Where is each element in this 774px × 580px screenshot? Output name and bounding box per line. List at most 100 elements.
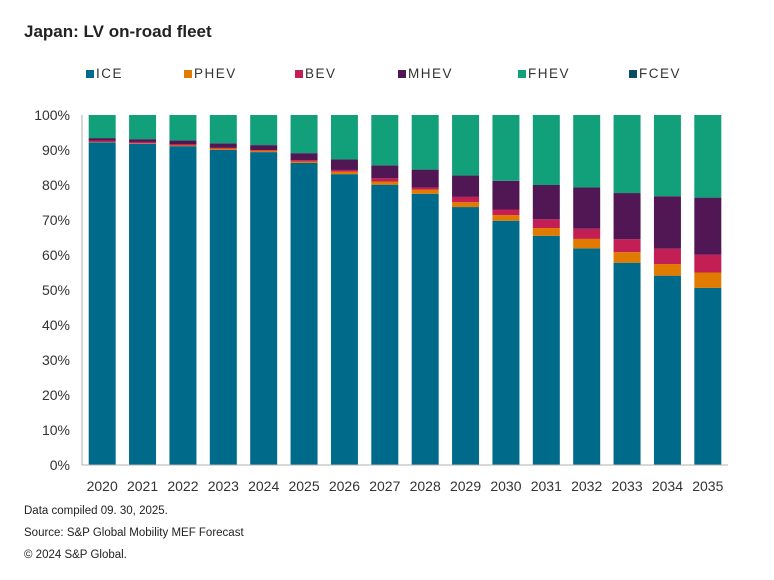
legend-item-fcev: FCEV: [629, 66, 681, 81]
bar-segment-ice-2026: [330, 174, 358, 465]
y-tick-label: 70%: [42, 212, 70, 228]
footer-compiled: Data compiled 09. 30, 2025.: [24, 505, 168, 517]
legend-label-fcev: FCEV: [639, 66, 682, 81]
bar-segment-mhev-2032: [573, 187, 601, 229]
legend-swatch-mhev: [398, 69, 406, 78]
y-tick-label: 10%: [42, 422, 70, 438]
bar-segment-phev-2034: [653, 264, 681, 276]
x-tick-label: 2023: [208, 478, 239, 494]
bar-segment-bev-2029: [452, 196, 480, 203]
bar-segment-ice-2028: [411, 193, 439, 465]
bar-segment-mhev-2034: [653, 196, 681, 249]
bar-segment-ice-2025: [290, 162, 318, 465]
bar-segment-mhev-2033: [613, 193, 641, 240]
bar-segment-mhev-2028: [411, 169, 439, 188]
bar-segment-bev-2025: [290, 160, 318, 162]
bar-segment-phev-2030: [492, 215, 520, 221]
legend-item-mhev: MHEV: [398, 66, 453, 81]
y-tick-label: 20%: [42, 387, 70, 403]
bar-segment-bev-2026: [330, 169, 358, 172]
bar-segment-mhev-2024: [250, 145, 278, 150]
x-tick-label: 2032: [571, 478, 602, 494]
bar-segment-bev-2027: [371, 178, 399, 182]
bar-segment-mhev-2025: [290, 153, 318, 161]
y-tick-label: 30%: [42, 352, 70, 368]
x-tick-label: 2028: [410, 478, 441, 494]
bar-segment-ice-2033: [613, 262, 641, 465]
bar-segment-bev-2034: [653, 248, 681, 265]
y-tick-label: 60%: [42, 247, 70, 263]
bar-segment-fhev-2021: [129, 115, 157, 140]
bar-segment-fhev-2035: [694, 115, 722, 198]
legend-item-bev: BEV: [295, 66, 337, 81]
bar-segment-ice-2030: [492, 220, 520, 465]
bar-segment-phev-2026: [330, 171, 358, 175]
bar-segment-ice-2031: [532, 235, 560, 465]
bar-segment-phev-2028: [411, 189, 439, 194]
bar-segment-phev-2022: [169, 145, 197, 147]
bar-segment-fhev-2026: [330, 115, 358, 160]
bar-segment-ice-2020: [88, 142, 116, 466]
legend-swatch-fhev: [518, 69, 526, 78]
chart-title: Japan: LV on-road fleet: [24, 22, 212, 41]
y-axis-ticks: 0% 10% 20% 30% 40% 50% 60% 70% 80% 90% 100%: [34, 107, 70, 473]
bar-segment-bev-2031: [532, 219, 560, 229]
legend-label-ice: ICE: [96, 66, 124, 81]
footer-source: Source: S&P Global Mobility MEF Forecast: [24, 527, 244, 539]
bar-segment-bev-2024: [250, 150, 278, 151]
y-tick-label: 50%: [42, 282, 70, 298]
bar-segment-ice-2032: [573, 248, 601, 465]
bar-segment-mhev-2022: [169, 140, 197, 145]
bar-segment-mhev-2029: [452, 175, 480, 197]
legend: ICE PHEV BEV MHEV FHEV FCEV: [0, 66, 774, 86]
x-tick-label: 2031: [531, 478, 562, 494]
y-tick-label: 80%: [42, 177, 70, 193]
bar-segment-mhev-2026: [330, 159, 358, 170]
y-tick-label: 100%: [34, 107, 70, 123]
legend-label-bev: BEV: [305, 66, 337, 81]
bar-segment-bev-2035: [694, 254, 722, 273]
bar-segment-fhev-2022: [169, 115, 197, 141]
bar-segment-bev-2022: [169, 144, 197, 146]
x-tick-label: 2030: [490, 478, 521, 494]
bar-segment-fhev-2030: [492, 115, 520, 181]
bar-segment-bev-2023: [209, 147, 237, 149]
bars-group: [88, 115, 722, 466]
x-tick-label: 2026: [329, 478, 360, 494]
bar-segment-phev-2027: [371, 181, 399, 185]
bar-segment-fhev-2029: [452, 115, 480, 176]
x-tick-label: 2022: [167, 478, 198, 494]
bar-segment-bev-2032: [573, 228, 601, 239]
legend-swatch-phev: [184, 69, 192, 78]
bar-segment-ice-2034: [653, 275, 681, 465]
legend-swatch-ice: [86, 69, 94, 78]
bar-segment-phev-2033: [613, 252, 641, 263]
x-tick-label: 2029: [450, 478, 481, 494]
bar-segment-ice-2035: [694, 287, 722, 465]
bar-segment-fhev-2033: [613, 115, 641, 194]
stacked-bar-chart: 0%10%20%30%40%50%60%70%80%90%100% 2020 20…: [34, 107, 728, 494]
footer-copyright: © 2024 S&P Global.: [24, 549, 127, 561]
bar-segment-bev-2033: [613, 239, 641, 253]
bar-segment-phev-2024: [250, 150, 278, 153]
bar-segment-phev-2032: [573, 238, 601, 249]
bar-segment-mhev-2030: [492, 180, 520, 210]
x-tick-label: 2035: [692, 478, 723, 494]
bar-segment-phev-2031: [532, 228, 560, 236]
bar-segment-fhev-2028: [411, 115, 439, 170]
bar-segment-bev-2030: [492, 209, 520, 216]
bar-segment-phev-2029: [452, 202, 480, 208]
bar-segment-mhev-2023: [209, 143, 237, 148]
x-tick-label: 2034: [652, 478, 683, 494]
bar-segment-bev-2020: [88, 140, 116, 142]
x-tick-label: 2025: [288, 478, 319, 494]
bar-segment-ice-2024: [250, 152, 278, 465]
bar-segment-phev-2025: [290, 161, 318, 163]
bar-segment-ice-2023: [209, 150, 237, 465]
bar-segment-ice-2021: [129, 143, 157, 465]
legend-item-fhev: FHEV: [518, 66, 570, 81]
x-tick-label: 2027: [369, 478, 400, 494]
bar-segment-mhev-2031: [532, 185, 560, 220]
x-tick-label: 2021: [127, 478, 158, 494]
y-tick-label: 0%: [50, 457, 70, 473]
